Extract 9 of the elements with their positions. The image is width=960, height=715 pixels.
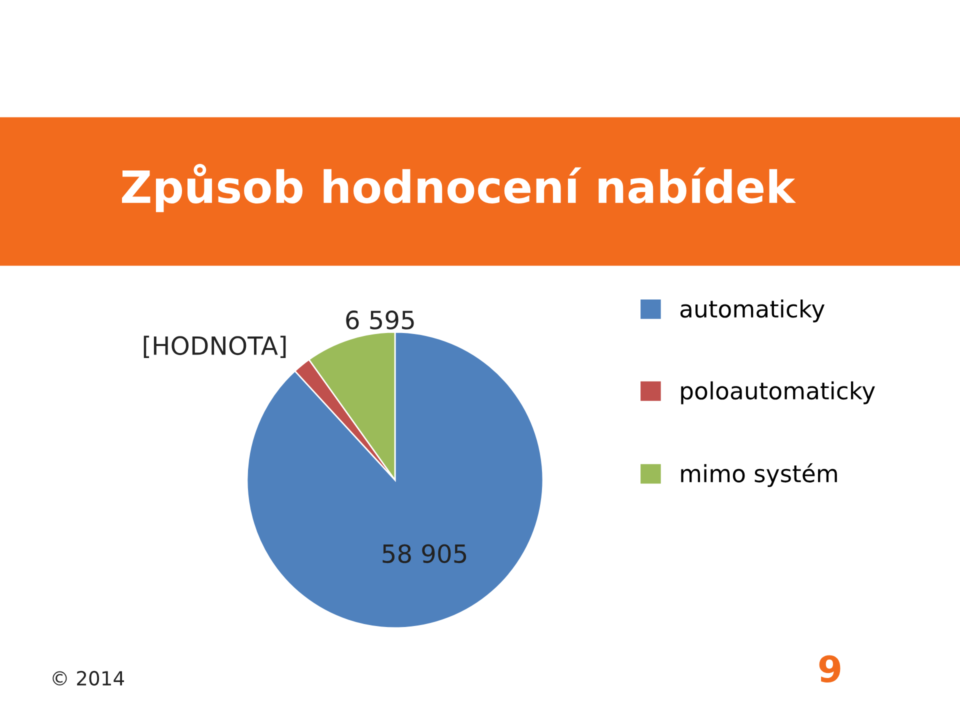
data-label: [HODNOTA] (144, 336, 286, 358)
text: 9 (819, 655, 840, 682)
legend-label: automaticky (680, 299, 825, 322)
data-label: 58 905 (382, 544, 466, 564)
text: © 2014 (52, 670, 124, 686)
data-label: 6 595 (346, 310, 414, 330)
chart-title: Způsob hodnocení nabídek (122, 164, 796, 212)
legend-label: poloautomaticky (681, 381, 875, 404)
legend-label: mimo systém (681, 463, 837, 488)
